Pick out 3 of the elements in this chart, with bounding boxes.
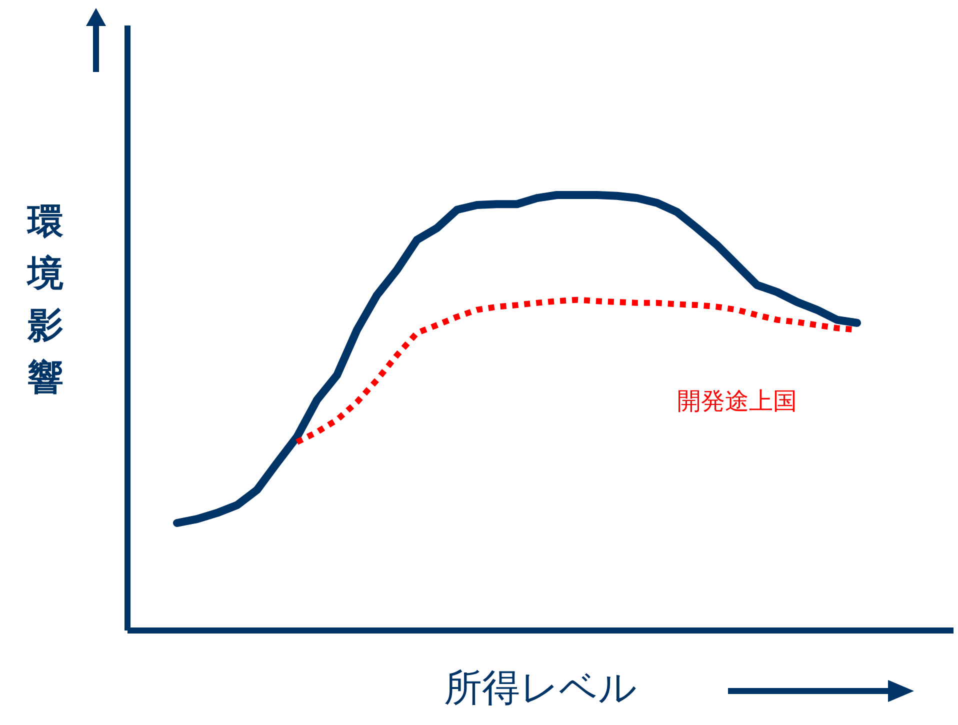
y-axis-title: 環境影響 [26,202,64,398]
x-axis-title: 所得レベル [444,666,637,710]
text: 開発途上国 [677,386,797,415]
